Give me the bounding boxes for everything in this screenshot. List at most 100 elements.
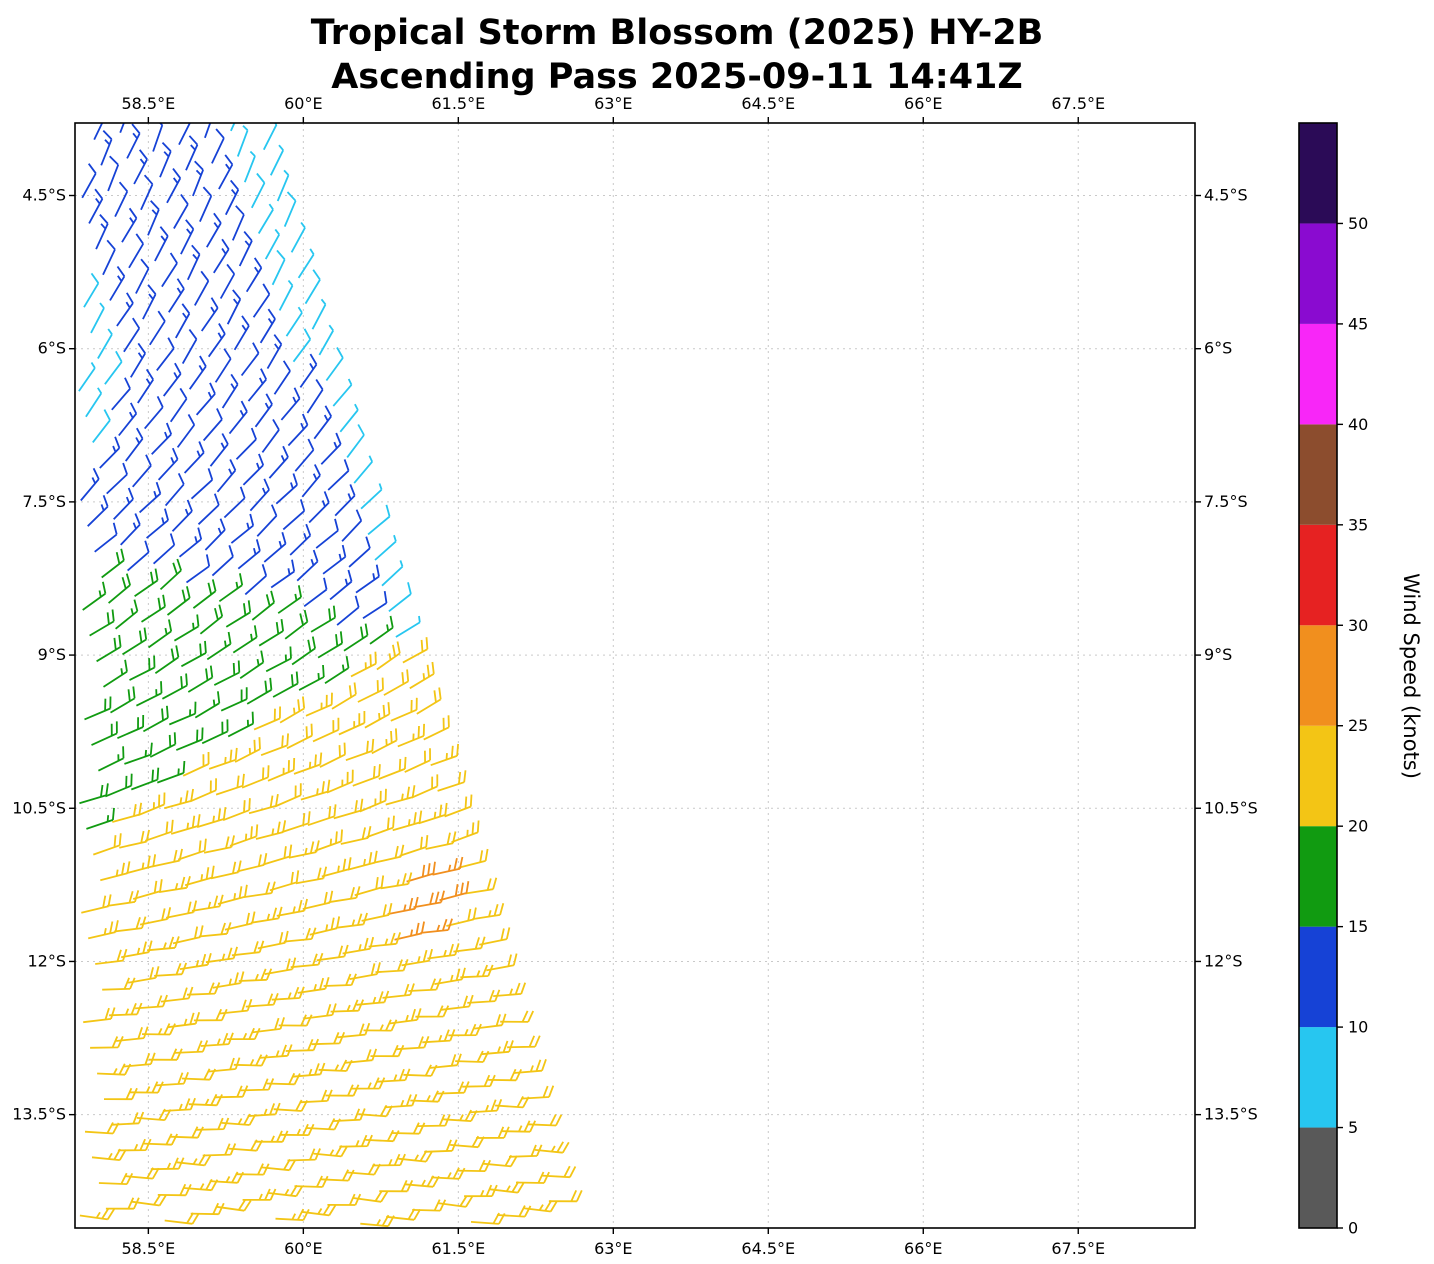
wind-barb [230, 513, 255, 544]
wind-barb [363, 1019, 398, 1032]
wind-barb [254, 393, 273, 428]
wind-barb [243, 150, 256, 183]
wind-barb [327, 459, 350, 491]
wind-barb [272, 671, 299, 698]
wind-barb [378, 756, 407, 780]
wind-barb [275, 473, 298, 505]
wind-barb [253, 706, 281, 731]
wind-barb [171, 499, 193, 532]
wind-barb [336, 595, 360, 626]
wind-barb [186, 982, 221, 996]
colorbar-segment [1299, 1027, 1337, 1128]
wind-barb [380, 872, 413, 890]
wind-barb [170, 814, 201, 835]
wind-barb [304, 1003, 337, 1020]
wind-barb [243, 881, 276, 898]
wind-barb [90, 302, 105, 334]
wind-barb [246, 677, 273, 705]
wind-barb [92, 409, 111, 443]
wind-barb [362, 590, 388, 619]
wind-barb [110, 1111, 145, 1126]
wind-barb [233, 315, 250, 351]
wind-barb [101, 548, 125, 579]
wind-barb [382, 983, 415, 999]
wind-barb [384, 1093, 418, 1109]
wind-barb [203, 835, 235, 854]
wind-barb [437, 770, 467, 792]
wind-barb [218, 154, 234, 190]
wind-barb [427, 943, 460, 960]
wind-barb [311, 298, 327, 330]
x-tick-label-top: 60°E [284, 94, 322, 113]
wind-barb [402, 637, 429, 664]
wind-barb [110, 686, 136, 714]
colorbar-segment [1299, 323, 1337, 425]
wind-barb [256, 504, 278, 537]
wind-barb [343, 623, 369, 652]
wind-barb [103, 1087, 138, 1101]
wind-barb [319, 742, 346, 768]
wind-barb [130, 342, 146, 378]
wind-barb [290, 952, 324, 969]
wind-barb [186, 244, 201, 281]
wind-barb [100, 129, 113, 166]
wind-barb [180, 219, 195, 255]
wind-barb [141, 1023, 176, 1036]
wind-barb [166, 168, 182, 204]
wind-barb [79, 1207, 115, 1221]
wind-barb [372, 1153, 406, 1167]
x-tick-label-top: 66°E [904, 94, 942, 113]
wind-barb [430, 743, 459, 767]
wind-barb [234, 737, 261, 763]
wind-barb [175, 727, 204, 751]
wind-barb [223, 486, 246, 519]
x-tick-label-bottom: 67.5°E [1051, 1239, 1105, 1258]
wind-barb [270, 559, 296, 589]
wind-barb [169, 1126, 204, 1139]
wind-barb [138, 481, 162, 514]
wind-barb [81, 894, 112, 914]
wind-barbs [78, 123, 583, 1228]
wind-barb [455, 1050, 490, 1063]
wind-barb [361, 903, 393, 922]
wind-barb [196, 806, 227, 828]
wind-barb [108, 573, 131, 604]
wind-barb [100, 861, 131, 882]
wind-barb [436, 1081, 470, 1095]
wind-barb [178, 123, 191, 146]
wind-barb [279, 696, 306, 724]
wind-barb [297, 248, 315, 279]
wind-barb [176, 413, 196, 448]
wind-barb [321, 857, 352, 878]
wind-barb [320, 432, 342, 465]
wind-barb [269, 870, 300, 892]
wind-barb [118, 402, 138, 437]
wind-barb [200, 1032, 234, 1047]
wind-barb [236, 853, 268, 873]
y-tick-label-left: 7.5°S [22, 492, 66, 511]
wind-barb [398, 1150, 433, 1163]
wind-barb [123, 317, 141, 353]
wind-barb [282, 499, 306, 531]
wind-barb [228, 400, 248, 435]
wind-barb [208, 747, 238, 770]
wind-barb [147, 200, 160, 236]
x-tick-label-top: 61.5°E [431, 94, 485, 113]
wind-barb [129, 1081, 164, 1094]
wind-barb [240, 342, 260, 377]
wind-barb [325, 347, 344, 382]
wind-barb [391, 1122, 426, 1135]
wind-barb [238, 231, 253, 267]
colorbar-tick-label: 10 [1348, 1018, 1368, 1037]
wind-barb [258, 618, 284, 647]
wind-barb [288, 840, 320, 859]
wind-barb [323, 973, 357, 987]
wind-barb [156, 337, 175, 371]
x-tick-label-top: 67.5°E [1051, 94, 1105, 113]
y-tick-label-right: 13.5°S [1204, 1105, 1258, 1124]
wind-barb [152, 848, 183, 868]
wind-barb [98, 746, 125, 772]
wind-barb [332, 1108, 366, 1122]
wind-barb [129, 655, 156, 681]
wind-barb [385, 785, 416, 806]
